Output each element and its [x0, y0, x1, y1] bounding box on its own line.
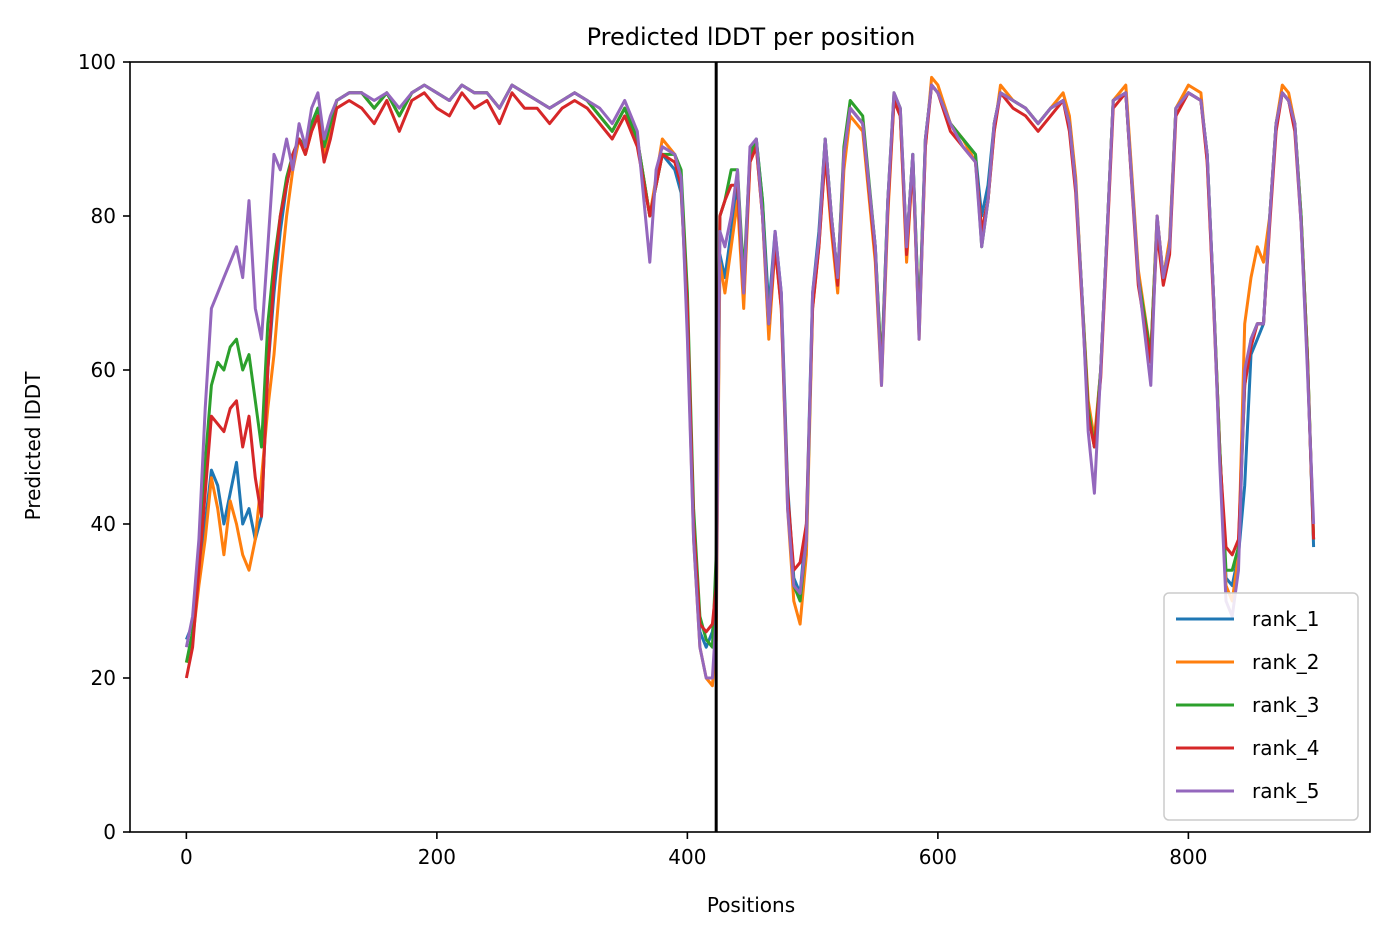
x-axis: 0 200 400 600 800	[180, 832, 1207, 869]
y-tick-label: 60	[91, 358, 116, 382]
legend: rank_1 rank_2 rank_3 rank_4 rank_5	[1163, 592, 1359, 821]
chart-title: Predicted lDDT per position	[587, 23, 916, 51]
plot-area	[129, 61, 1371, 833]
legend-label-rank_1: rank_1	[1252, 607, 1319, 631]
legend-box	[1163, 592, 1359, 821]
y-tick-label: 80	[91, 204, 116, 228]
x-tick-label: 800	[1169, 845, 1207, 869]
legend-label-rank_2: rank_2	[1252, 650, 1319, 674]
y-axis: 0 20 40 60 80 100	[78, 50, 130, 844]
series-line-rank_5	[184, 83, 1316, 680]
y-axis-title: Predicted lDDT	[21, 371, 45, 521]
x-tick-label: 0	[180, 845, 193, 869]
legend-label-rank_4: rank_4	[1252, 736, 1319, 760]
legend-label-rank_3: rank_3	[1252, 693, 1319, 717]
y-tick-label: 20	[91, 666, 116, 690]
y-tick-label: 100	[78, 50, 116, 74]
x-axis-title: Positions	[707, 893, 795, 917]
y-tick-label: 40	[91, 512, 116, 536]
x-tick-label: 600	[919, 845, 957, 869]
x-tick-label: 400	[668, 845, 706, 869]
y-tick-label: 0	[103, 820, 116, 844]
x-tick-label: 200	[418, 845, 456, 869]
axes-frame	[129, 61, 1371, 833]
series-layer	[184, 75, 1316, 688]
legend-label-rank_5: rank_5	[1252, 779, 1319, 803]
